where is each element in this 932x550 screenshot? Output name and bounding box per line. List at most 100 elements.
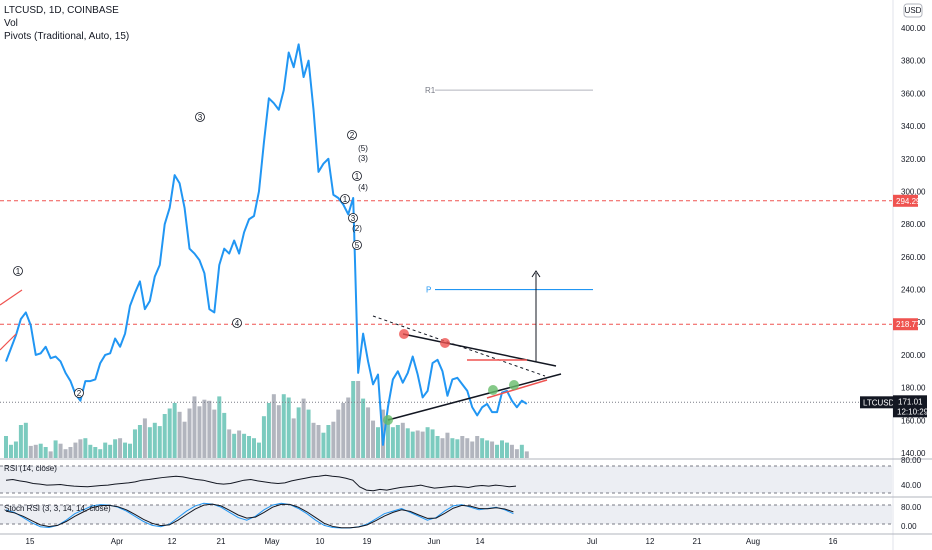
- last-price-text: 171.01: [898, 397, 923, 406]
- volume-bar: [212, 409, 217, 458]
- x-tick-label: Apr: [111, 537, 124, 546]
- target-arrow-head: [531, 270, 541, 278]
- wave-label: 2: [74, 388, 84, 398]
- volume-bar: [276, 405, 281, 458]
- x-tick-label: 15: [26, 537, 35, 546]
- volume-bar: [73, 442, 78, 458]
- volume-bar: [68, 447, 73, 458]
- volume-bar: [509, 444, 514, 458]
- volume-bar: [192, 396, 197, 458]
- volume-bar: [460, 436, 465, 458]
- volume-bar: [500, 440, 504, 458]
- volume-bar: [336, 409, 341, 458]
- volume-bar: [162, 414, 167, 458]
- wave-label-text: 1: [355, 172, 360, 181]
- triangle-lower-line: [387, 373, 562, 421]
- volume-bar: [519, 444, 524, 458]
- volume-bar: [18, 425, 23, 458]
- wave-label-text: 2: [77, 389, 82, 398]
- volume-bar: [252, 438, 256, 458]
- x-tick-label: 16: [829, 537, 838, 546]
- wave-label-circle: [340, 194, 350, 204]
- triangle-dashed-line: [372, 315, 546, 377]
- volume-bar: [495, 444, 500, 458]
- volume-bar: [514, 449, 519, 458]
- volume-bar: [455, 439, 460, 458]
- wave-label-circle: [74, 388, 84, 398]
- rsi-tick: 40.00: [901, 481, 922, 490]
- y-tick-label: 260.00: [901, 253, 926, 262]
- stoch-k-line: [5, 502, 514, 529]
- y-tick-label: 240.00: [901, 286, 926, 295]
- wave-label: 1: [13, 266, 23, 276]
- wave-label-circle: [13, 266, 23, 276]
- x-tick-label: 12: [646, 537, 655, 546]
- volume-bar: [83, 438, 88, 458]
- y-tick-label: 300.00: [901, 187, 926, 196]
- volume-bar: [445, 432, 450, 458]
- touch-marker: [399, 329, 409, 339]
- volume-bar: [23, 422, 28, 458]
- currency-badge-box: [903, 3, 923, 18]
- volume-bar: [405, 428, 410, 458]
- wave-label-circle: [352, 240, 362, 250]
- pivots-indicator-label[interactable]: Pivots (Traditional, Auto, 15): [4, 31, 130, 42]
- price-level-badge: [893, 318, 918, 331]
- currency-badge-text: USD: [905, 6, 922, 15]
- volume-bar: [187, 408, 192, 458]
- volume-bar: [291, 418, 296, 458]
- wave-label-text: 1: [343, 195, 348, 204]
- volume-bar: [341, 403, 346, 458]
- wave-label: 1: [340, 194, 350, 204]
- currency-badge: USD: [903, 3, 923, 18]
- wave-label-text: 2: [350, 131, 355, 140]
- wave-label-text: (5): [358, 144, 368, 153]
- volume-bar: [301, 398, 306, 458]
- volume-bar: [395, 425, 400, 458]
- volume-bar: [177, 411, 182, 458]
- volume-bar: [271, 394, 276, 458]
- volume-bar: [118, 438, 123, 458]
- volume-bar: [4, 436, 8, 458]
- volume-bar: [425, 427, 430, 458]
- volume-bar: [38, 443, 43, 458]
- volume-bar: [261, 416, 266, 458]
- volume-bar: [281, 394, 286, 458]
- x-tick-label: May: [264, 537, 279, 546]
- volume-bar: [311, 422, 316, 458]
- x-tick-label: Aug: [746, 537, 760, 546]
- wave-label-circle: [347, 130, 357, 140]
- symbol-title[interactable]: LTCUSD, 1D, COINBASE: [4, 5, 119, 16]
- volume-bar: [480, 438, 485, 458]
- wave-label-text: 3: [351, 214, 356, 223]
- touch-marker: [383, 415, 393, 425]
- volume-bar: [33, 444, 38, 458]
- rsi-band: [0, 466, 892, 493]
- volume-bar: [400, 422, 405, 458]
- volume-bar: [202, 399, 207, 458]
- volume-bar: [430, 429, 435, 458]
- wave-label-circle: [232, 318, 242, 328]
- wave-label: 4: [232, 318, 242, 328]
- volume-bar: [242, 433, 247, 458]
- volume-bar: [227, 429, 232, 458]
- volume-bar: [376, 427, 380, 458]
- volume-bar: [172, 403, 177, 458]
- volume-bar: [147, 427, 152, 458]
- vol-indicator-label[interactable]: Vol: [4, 18, 18, 29]
- wave-label: 2: [347, 130, 357, 140]
- volume-bar: [8, 444, 13, 458]
- wave-label: (2): [352, 224, 362, 233]
- volume-bar: [321, 432, 326, 458]
- volume-bar: [132, 429, 137, 458]
- touch-marker: [509, 380, 519, 390]
- x-tick-label: Jul: [587, 537, 597, 546]
- volume-bar: [142, 418, 147, 458]
- price-level-badge: [893, 194, 918, 207]
- pivot-r1-label: R1: [425, 86, 436, 95]
- volume-bar: [475, 436, 480, 458]
- trend-line-red: [0, 333, 17, 351]
- y-tick-label: 280.00: [901, 220, 926, 229]
